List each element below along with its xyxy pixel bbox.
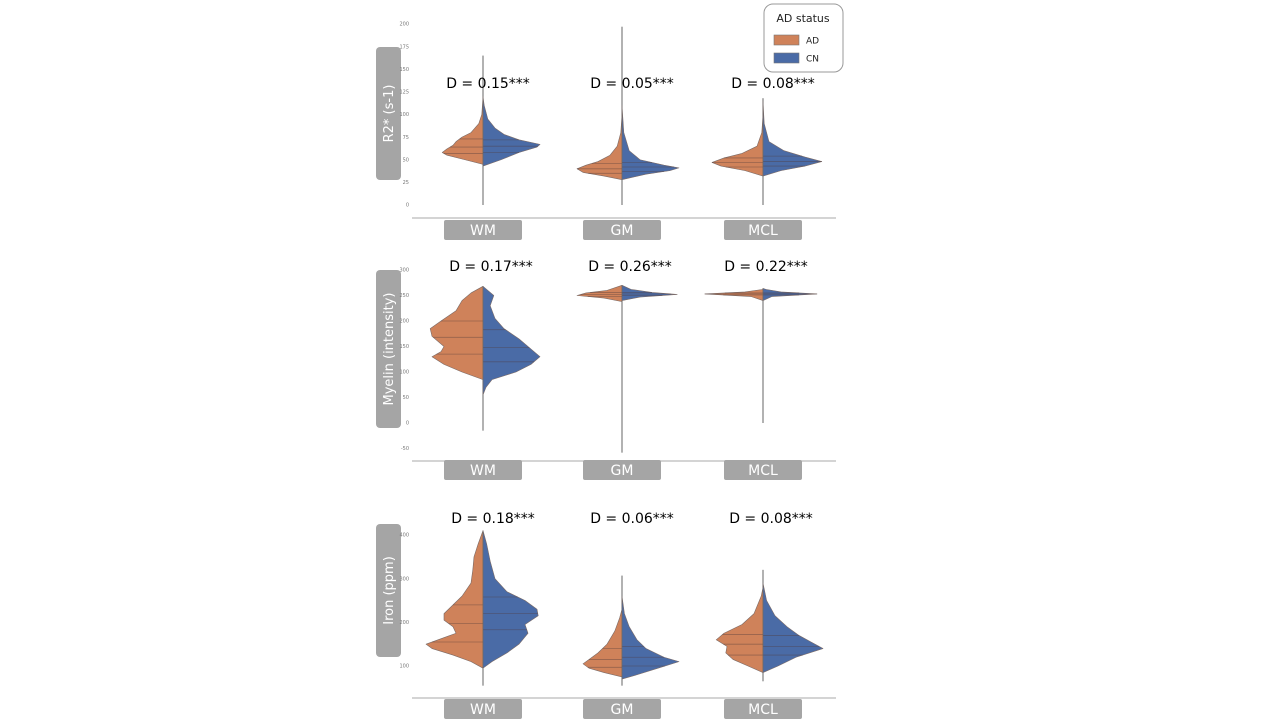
violin-wm: [441, 55, 541, 205]
panel-2: Iron (ppm) 100 200 300 400 WM D = 0.18*** GM D =…: [376, 511, 836, 719]
violin-half-cn: [482, 530, 539, 669]
category-label-box: [724, 460, 802, 480]
category-label-box: [724, 220, 802, 240]
panel-1: Myelin (intensity) -50 0 50 100 150 200 250 300 W…: [376, 259, 836, 480]
y-tick-label: 100: [399, 370, 409, 376]
violin-wm: [425, 530, 539, 686]
d-statistic-annotation: D = 0.18***: [451, 511, 535, 527]
y-tick-label: 50: [403, 395, 409, 401]
violin-half-ad: [582, 608, 623, 678]
d-statistic-annotation: D = 0.15***: [446, 76, 530, 92]
category-label: MCL: [748, 702, 778, 718]
y-axis-label: R2* (s-1): [382, 85, 397, 143]
y-tick-label: 100: [399, 664, 409, 670]
y-tick-label: 200: [399, 620, 409, 626]
d-statistic-annotation: D = 0.05***: [590, 76, 674, 92]
d-statistic-annotation: D = 0.17***: [449, 259, 533, 275]
violin-half-cn: [482, 96, 541, 167]
y-axis-label: Myelin (intensity): [382, 292, 397, 405]
category-label-box: [583, 220, 661, 240]
y-axis-label-box: [376, 524, 401, 657]
legend-swatch-ad: [773, 34, 800, 46]
violin-half-ad: [715, 587, 764, 673]
category-label-box: [724, 699, 802, 719]
y-tick-label: 200: [399, 22, 409, 28]
y-tick-label: 100: [399, 112, 409, 118]
violin-half-cn: [621, 105, 680, 180]
violin-half-cn: [762, 582, 824, 673]
y-axis-label-box: [376, 270, 401, 428]
violin-half-ad: [441, 96, 484, 165]
category-label: WM: [470, 463, 496, 479]
y-tick-label: 0: [406, 421, 409, 427]
violin-gm: [576, 26, 680, 205]
category-label: MCL: [748, 463, 778, 479]
violin-half-cn: [621, 595, 680, 680]
y-tick-label: 200: [399, 319, 409, 325]
category-label-box: [444, 460, 522, 480]
violin-half-cn: [762, 288, 818, 301]
category-label: WM: [470, 702, 496, 718]
violin-mcl: [715, 569, 824, 682]
y-tick-label: -50: [401, 446, 409, 452]
y-tick-label: 150: [399, 67, 409, 73]
violin-half-ad: [576, 114, 623, 180]
violin-mcl: [704, 288, 818, 423]
y-tick-label: 300: [399, 268, 409, 274]
d-statistic-annotation: D = 0.22***: [724, 259, 808, 275]
y-tick-label: 300: [399, 576, 409, 582]
y-tick-label: 150: [399, 344, 409, 350]
violin-wm: [429, 286, 541, 431]
y-axis-label: Iron (ppm): [382, 556, 397, 625]
violin-half-ad: [711, 114, 764, 177]
category-label: WM: [470, 223, 496, 239]
violin-mcl: [711, 98, 823, 205]
violin-gm: [582, 575, 680, 686]
category-label: MCL: [748, 223, 778, 239]
y-tick-label: 0: [406, 203, 409, 209]
y-tick-label: 75: [403, 135, 409, 141]
category-label: GM: [611, 702, 634, 718]
category-label: GM: [611, 463, 634, 479]
legend-title: AD status: [776, 12, 830, 25]
category-label-box: [583, 460, 661, 480]
violin-half-cn: [762, 100, 823, 177]
y-tick-label: 125: [399, 90, 409, 96]
violin-half-cn: [482, 286, 541, 396]
legend: AD status AD CN: [763, 3, 844, 73]
violin-half-ad: [429, 286, 484, 380]
y-tick-label: 400: [399, 533, 409, 539]
y-tick-label: 50: [403, 157, 409, 163]
legend-label-ad: AD: [806, 37, 819, 47]
panel-0: R2* (s-1) 0 25 50 75 100 125 150 175 200 WM D = 0.1…: [376, 22, 836, 240]
violin-half-ad: [425, 530, 484, 669]
y-tick-label: 25: [403, 180, 409, 186]
violin-gm: [576, 285, 678, 453]
category-label-box: [444, 699, 522, 719]
category-label-box: [583, 699, 661, 719]
violin-half-ad: [576, 285, 623, 302]
category-label: GM: [611, 223, 634, 239]
violin-half-cn: [621, 285, 678, 301]
d-statistic-annotation: D = 0.06***: [590, 511, 674, 527]
legend-label-cn: CN: [806, 55, 819, 65]
y-tick-label: 250: [399, 293, 409, 299]
d-statistic-annotation: D = 0.08***: [731, 76, 815, 92]
category-label-box: [444, 220, 522, 240]
d-statistic-annotation: D = 0.08***: [729, 511, 813, 527]
d-statistic-annotation: D = 0.26***: [588, 259, 672, 275]
y-axis-label-box: [376, 47, 401, 180]
legend-swatch-cn: [773, 52, 800, 64]
y-tick-label: 175: [399, 44, 409, 50]
